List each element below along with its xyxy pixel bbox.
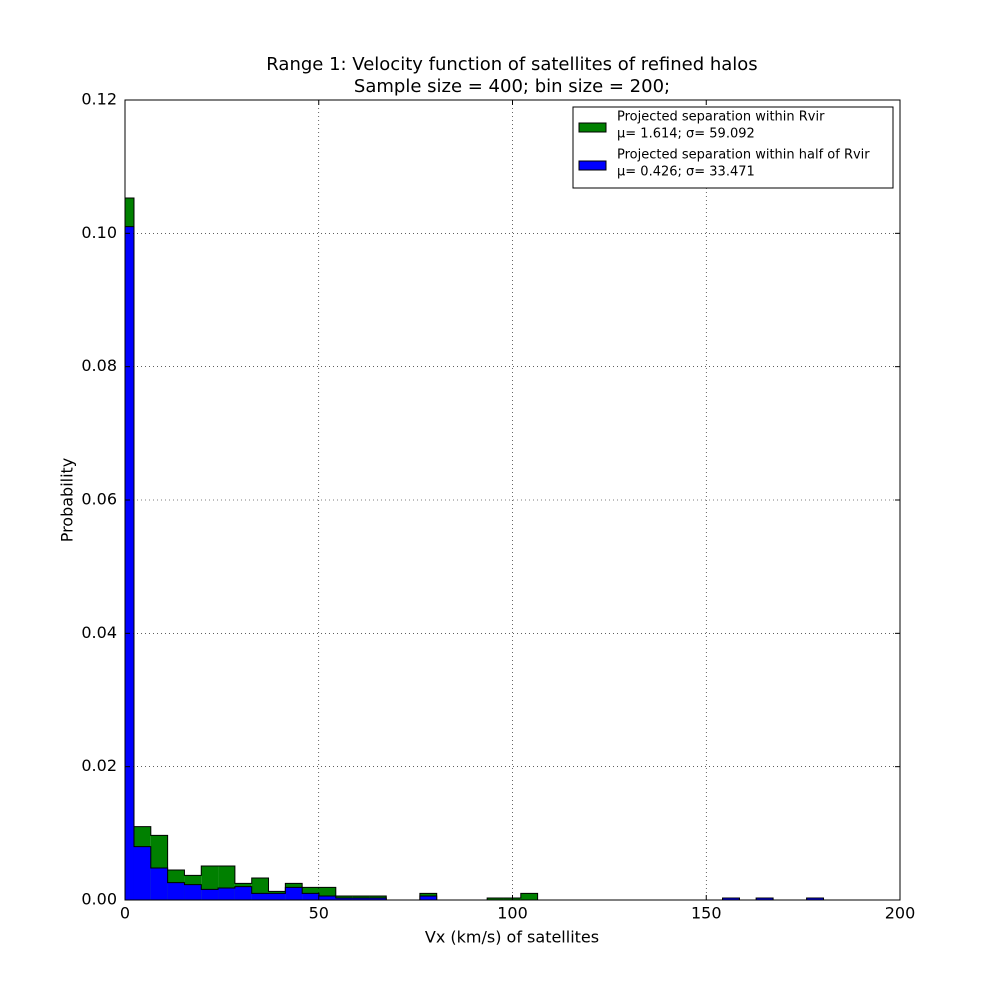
legend-swatch — [578, 122, 607, 133]
y-tick-label: 0.08 — [81, 356, 117, 375]
bar — [268, 893, 286, 900]
bar — [251, 893, 269, 900]
x-tick-label: 0 — [120, 904, 130, 923]
bar — [487, 898, 504, 900]
bar — [184, 884, 202, 900]
y-tick-label: 0.10 — [81, 223, 117, 242]
legend-swatch — [578, 160, 607, 171]
bar — [419, 896, 437, 900]
y-tick-label: 0.02 — [81, 756, 117, 775]
histogram-outline — [125, 226, 900, 900]
bar — [352, 898, 370, 900]
x-tick-label: 200 — [885, 904, 916, 923]
legend-label: Projected separation within Rvir — [617, 110, 825, 125]
bar — [335, 898, 353, 900]
legend-stats: μ= 0.426; σ= 33.471 — [617, 165, 755, 180]
y-tick-label: 0.06 — [81, 490, 117, 509]
bar — [318, 896, 336, 900]
x-axis-label: Vx (km/s) of satellites — [425, 928, 599, 947]
bar — [133, 846, 151, 900]
histogram-series — [125, 226, 900, 900]
y-tick-label: 0.04 — [81, 623, 117, 642]
bar — [302, 893, 319, 900]
y-tick-label: 0.12 — [81, 90, 117, 109]
chart-subtitle: Sample size = 400; bin size = 200; — [354, 76, 670, 97]
y-axis-label: Probability — [58, 458, 77, 543]
bar — [167, 882, 185, 900]
bar — [285, 887, 303, 900]
legend-box — [572, 106, 894, 189]
legend-stats: μ= 1.614; σ= 59.092 — [617, 127, 755, 142]
x-tick-label: 100 — [497, 904, 528, 923]
bar — [218, 888, 235, 900]
bar — [520, 893, 538, 900]
bar — [150, 868, 168, 900]
x-tick-label: 50 — [309, 904, 329, 923]
y-tick-label: 0.00 — [81, 890, 117, 909]
bar — [756, 898, 774, 900]
bar — [234, 886, 252, 900]
bar — [369, 898, 387, 900]
x-tick-label: 150 — [691, 904, 722, 923]
bar — [806, 898, 824, 900]
legend: Projected separation within Rvir μ= 1.614… — [572, 106, 894, 189]
bar — [722, 898, 740, 900]
bar — [201, 889, 219, 900]
bar — [125, 226, 134, 900]
chart-title: Range 1: Velocity function of satellites… — [266, 54, 757, 75]
plot-area — [125, 197, 900, 900]
axes: 0 50 100 150 200 0.00 0.02 0.04 0.06 0.08 0.10 0.12 — [81, 90, 915, 923]
plot-frame — [124, 99, 901, 901]
legend-label: Projected separation within half of Rvir — [617, 148, 870, 163]
